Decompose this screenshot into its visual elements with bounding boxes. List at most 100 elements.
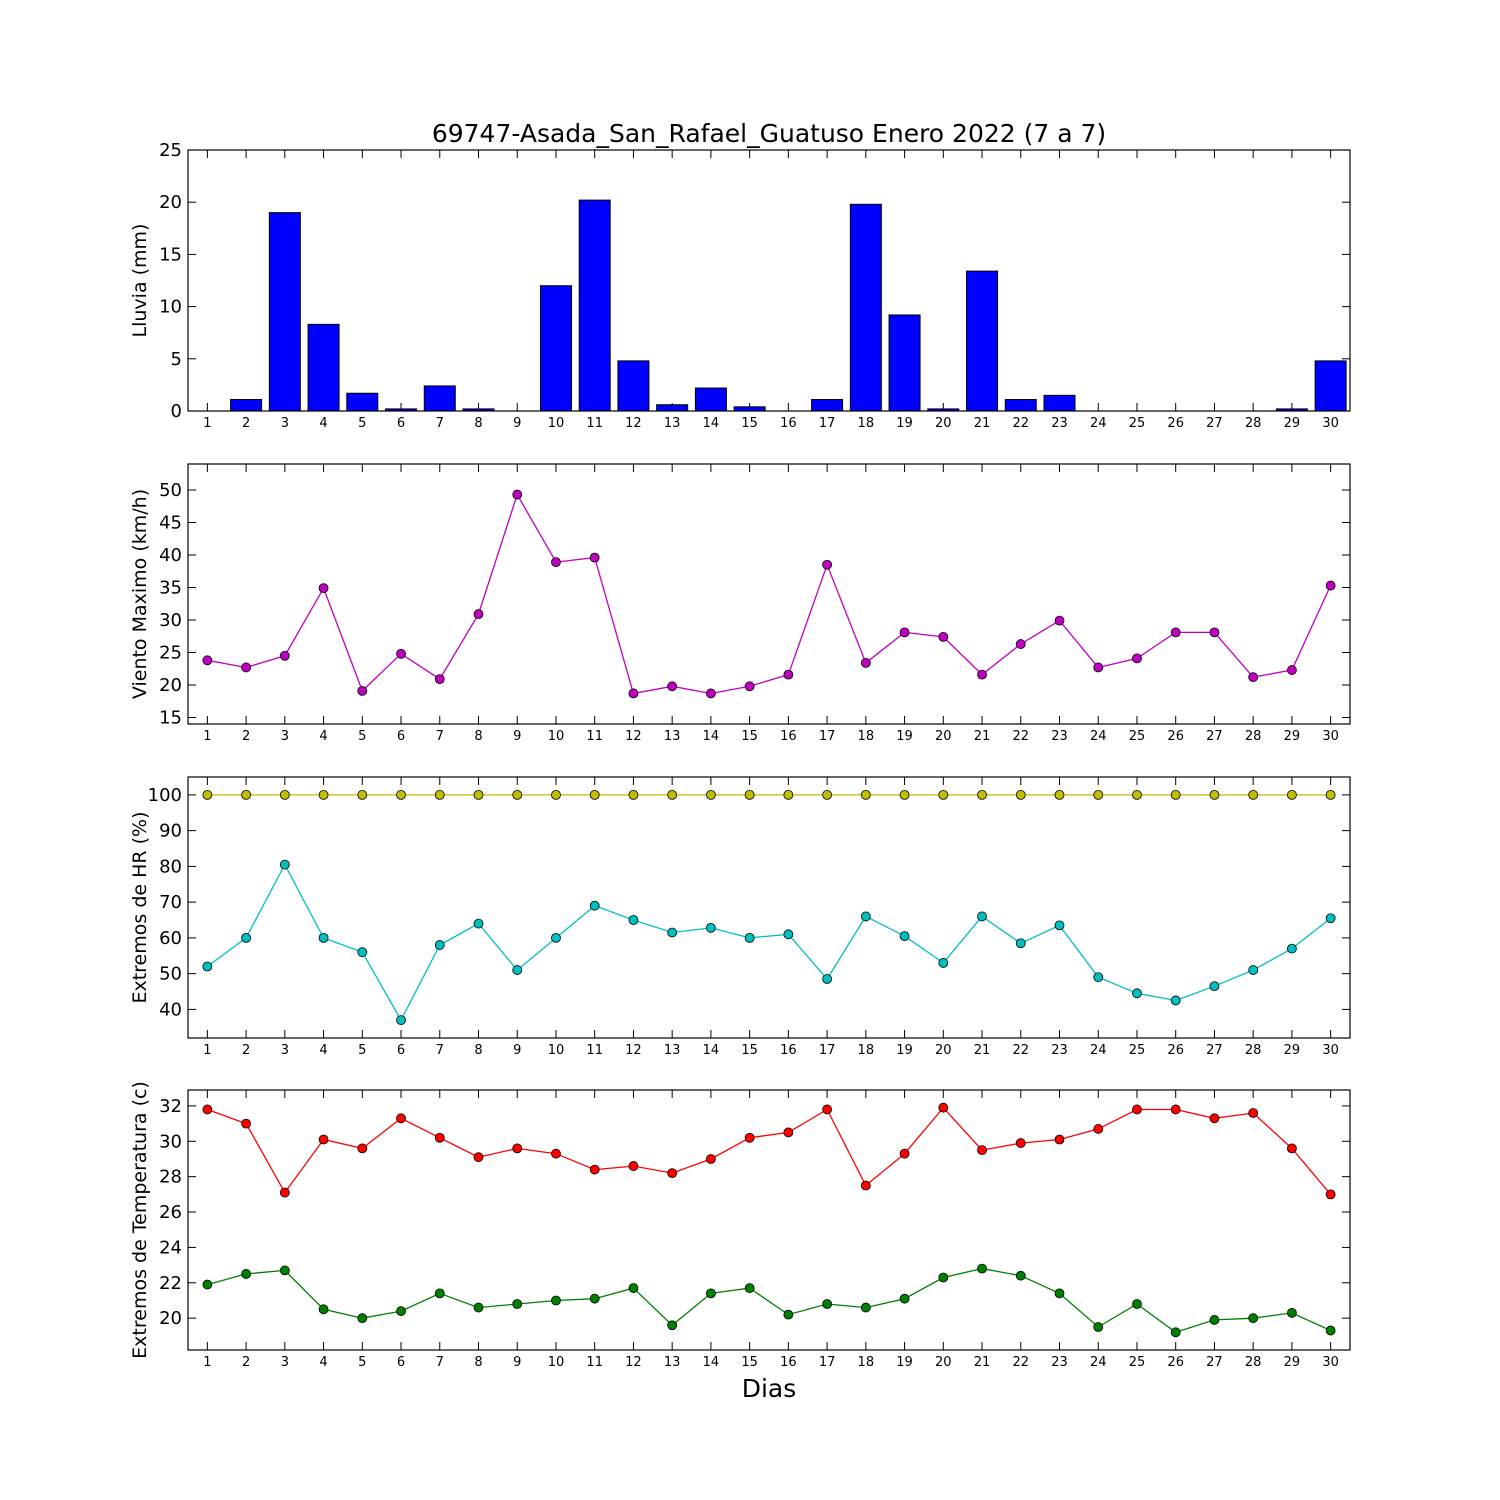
temperature-xtick-label: 19 — [896, 1355, 913, 1370]
humidity-ytick-label: 70 — [159, 892, 182, 913]
wind-ytick-label: 15 — [159, 708, 182, 729]
temperature-series-2-point — [318, 1304, 329, 1315]
temperature-series-2-point — [1248, 1313, 1259, 1324]
wind-series-1-point — [279, 650, 290, 661]
humidity-plot-frame — [187, 776, 1351, 1039]
wind-xtick-label: 13 — [664, 729, 681, 744]
wind-series-1-point — [822, 559, 832, 570]
wind-series-1-point — [241, 662, 252, 673]
temperature-series-1-point — [860, 1180, 871, 1191]
temperature-ytick-label: 28 — [159, 1167, 182, 1188]
humidity-xtick-label: 5 — [358, 1043, 366, 1058]
wind-series-1-point — [744, 681, 755, 692]
humidity-xtick-label: 28 — [1245, 1043, 1262, 1058]
humidity-series-1-point — [551, 789, 561, 800]
humidity-series-2-point — [1248, 965, 1259, 975]
humidity-series-2-point — [241, 932, 252, 943]
temperature-series-1-point — [628, 1161, 639, 1171]
temperature-series-2-point — [589, 1293, 600, 1304]
rainfall-bar — [268, 212, 301, 412]
wind-ytick-label: 45 — [159, 513, 182, 534]
humidity-xtick-label: 26 — [1167, 1043, 1184, 1058]
humidity-series-2-point — [396, 1015, 406, 1026]
wind-series-1-point — [551, 557, 561, 568]
humidity-series-2-point — [512, 965, 523, 975]
temperature-xtick-label: 18 — [858, 1355, 875, 1370]
wind-xtick-label: 8 — [474, 729, 482, 744]
temperature-series-1-point — [899, 1148, 910, 1159]
temperature-xtick-label: 13 — [664, 1355, 681, 1370]
wind-xtick-label: 6 — [397, 729, 405, 744]
humidity-series-2-point — [1170, 995, 1181, 1006]
rainfall-xtick-label: 27 — [1206, 416, 1223, 431]
temperature-series-2-point — [279, 1265, 290, 1276]
humidity-series-2-point — [473, 918, 484, 929]
wind-series-1-point — [1054, 615, 1065, 626]
humidity-series-2-point — [667, 927, 678, 938]
temperature-xtick-label: 9 — [513, 1355, 521, 1370]
wind-xtick-label: 27 — [1206, 729, 1223, 744]
rainfall-bar — [694, 387, 727, 412]
humidity-y-axis-label: Extremos de HR (%) — [129, 811, 151, 1003]
temperature-ytick-label: 30 — [159, 1131, 182, 1152]
humidity-ytick-label: 40 — [159, 999, 182, 1020]
humidity-series-1-point — [1132, 789, 1142, 800]
temperature-xtick-label: 1 — [203, 1355, 211, 1370]
wind-ytick-label: 35 — [159, 578, 182, 599]
wind-plot-frame — [187, 463, 1351, 725]
temperature-series-2-point — [938, 1272, 949, 1283]
wind-series-1-point — [1093, 662, 1104, 673]
humidity-xtick-label: 30 — [1322, 1043, 1339, 1058]
wind-series-1-point — [1248, 672, 1259, 683]
humidity-xtick-label: 4 — [319, 1043, 327, 1058]
temperature-series-2-point — [434, 1288, 445, 1299]
rainfall-bar — [617, 360, 650, 412]
rainfall-xtick-label: 17 — [819, 416, 836, 431]
wind-xtick-label: 22 — [1012, 729, 1029, 744]
temperature-series-2-point — [202, 1279, 213, 1290]
temperature-series-2-point — [396, 1306, 406, 1316]
humidity-series-2-line — [207, 863, 1332, 1022]
wind-xtick-label: 20 — [935, 729, 952, 744]
temperature-series-1-point — [1209, 1113, 1220, 1124]
humidity-xtick-label: 8 — [474, 1043, 482, 1058]
humidity-xtick-label: 19 — [896, 1043, 913, 1058]
humidity-xtick-label: 9 — [513, 1043, 521, 1058]
rainfall-ytick-label: 0 — [171, 401, 182, 422]
humidity-series-2-point — [628, 915, 639, 925]
temperature-xtick-label: 20 — [935, 1355, 952, 1370]
wind-ytick-label: 50 — [159, 480, 182, 501]
rainfall-xtick-label: 25 — [1129, 416, 1146, 431]
rainfall-bar — [346, 392, 379, 412]
temperature-xtick-label: 27 — [1206, 1355, 1223, 1370]
wind-series-1-point — [1170, 627, 1181, 638]
humidity-xtick-label: 11 — [586, 1043, 603, 1058]
rainfall-bar — [1314, 360, 1347, 412]
rainfall-plot-frame — [187, 149, 1351, 412]
wind-xtick-label: 17 — [819, 729, 836, 744]
temperature-xtick-label: 21 — [974, 1355, 991, 1370]
temperature-xtick-label: 30 — [1322, 1355, 1339, 1370]
humidity-series-1-point — [977, 789, 987, 800]
temperature-xtick-label: 16 — [780, 1355, 797, 1370]
wind-series-1-point — [357, 685, 368, 696]
rainfall-xtick-label: 7 — [436, 416, 444, 431]
rainfall-xtick-label: 29 — [1284, 416, 1301, 431]
wind-xtick-label: 3 — [281, 729, 289, 744]
wind-series-1-point — [783, 669, 794, 680]
temperature-series-1-point — [434, 1132, 445, 1143]
wind-ytick-label: 20 — [159, 675, 182, 696]
temperature-series-2-point — [744, 1283, 755, 1293]
humidity-series-2-point — [706, 922, 716, 933]
temperature-series-1-point — [396, 1113, 406, 1124]
humidity-series-1-point — [1325, 789, 1336, 800]
wind-xtick-label: 7 — [436, 729, 444, 744]
humidity-series-2-point — [1287, 943, 1297, 954]
humidity-series-2-point — [1325, 913, 1336, 924]
wind-series-1-point — [589, 552, 600, 563]
wind-series-1-point — [860, 658, 871, 668]
humidity-series-1-point — [1287, 789, 1297, 800]
temperature-xtick-label: 8 — [474, 1355, 482, 1370]
temperature-series-2-point — [1054, 1288, 1065, 1299]
